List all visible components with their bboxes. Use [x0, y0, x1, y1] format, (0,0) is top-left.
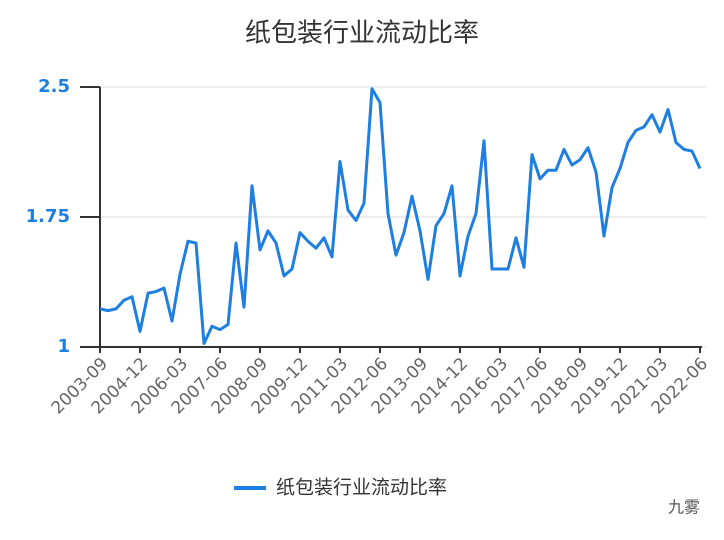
y-tick-label: 1.75: [26, 206, 70, 227]
y-tick-label: 1: [57, 336, 70, 357]
watermark: 九雾: [668, 498, 700, 517]
chart-title: 纸包装行业流动比率: [245, 19, 479, 49]
y-tick-label: 2.5: [38, 76, 70, 97]
legend-label: 纸包装行业流动比率: [276, 477, 447, 499]
line: [99, 87, 702, 346]
